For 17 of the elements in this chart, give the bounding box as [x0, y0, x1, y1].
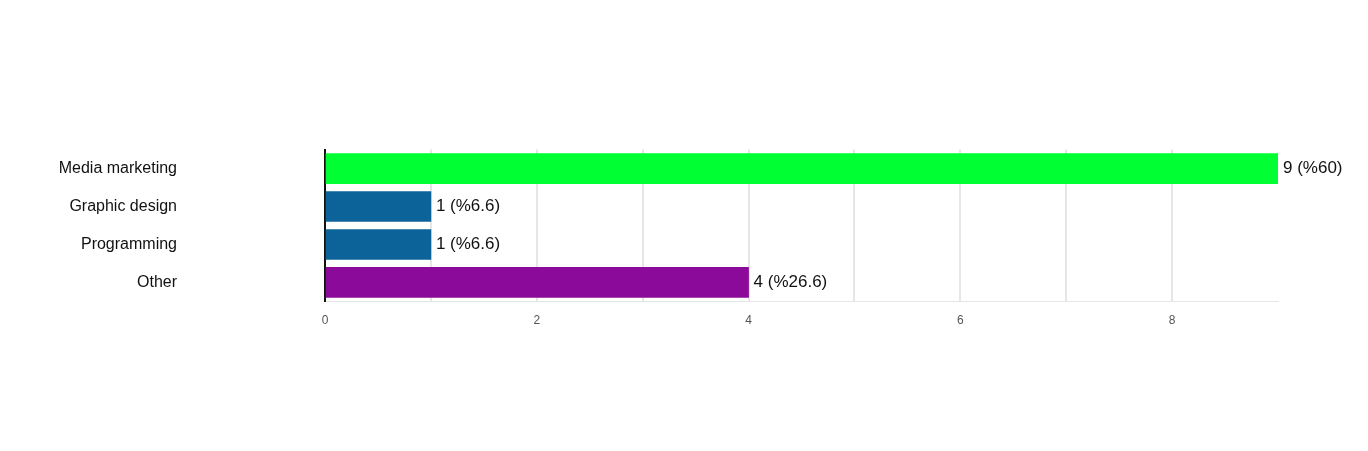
bar	[325, 267, 749, 298]
bar	[325, 191, 432, 222]
x-tick-label: 0	[321, 312, 329, 327]
x-tick-label: 8	[1168, 312, 1176, 327]
data-label: 4 (%26.6)	[753, 272, 828, 292]
x-tick-label: 6	[956, 312, 964, 327]
bar	[325, 229, 432, 260]
data-label: 1 (%6.6)	[435, 234, 501, 254]
y-tick-label: Media marketing	[58, 158, 177, 176]
data-label: 9 (%60)	[1283, 158, 1343, 178]
y-tick-label: Programming	[80, 234, 177, 252]
y-tick-label: Other	[136, 272, 178, 290]
x-tick-label: 2	[533, 312, 541, 327]
y-tick-label: Graphic design	[69, 196, 177, 214]
data-label: 1 (%6.6)	[435, 196, 501, 216]
x-tick-label: 4	[745, 312, 753, 327]
bar	[325, 153, 1278, 184]
